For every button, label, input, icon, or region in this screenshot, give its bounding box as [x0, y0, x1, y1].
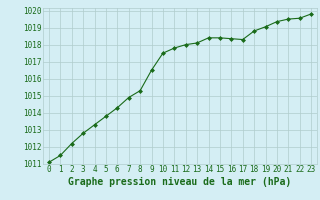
X-axis label: Graphe pression niveau de la mer (hPa): Graphe pression niveau de la mer (hPa) [68, 177, 292, 187]
